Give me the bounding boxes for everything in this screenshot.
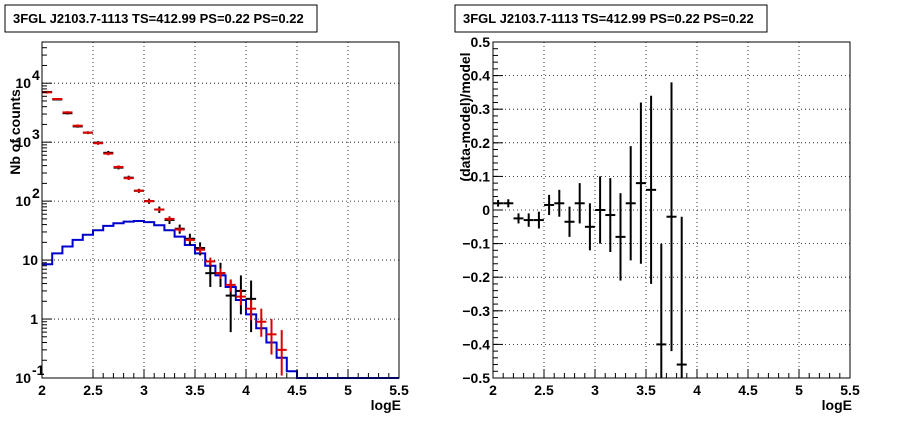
counts-y-tick-label: 10 [15,134,31,150]
counts-x-tick-label: 3 [140,382,148,398]
residual-title: 3FGL J2103.7-1113 TS=412.99 PS=0.22 PS=0… [463,11,754,26]
counts-grid [42,42,399,378]
counts-y-tick-label: 10 [15,193,31,209]
counts-x-title: logE [371,397,401,413]
residual-x-tick-label: 3 [591,382,599,398]
residual-x-title: logE [822,397,852,413]
counts-y-tick-exponent: 4 [32,67,40,83]
counts-y-tick-label: 10 [15,370,31,386]
counts-y-tick-label: 10 [15,75,31,91]
residual-y-tick-label: 0.5 [471,34,491,50]
residual-grid [493,42,850,378]
residual-y-tick-label: 0 [482,202,490,218]
counts-y-tick-exponent: -1 [32,362,45,378]
counts-y-tick-label: 1 [30,311,38,327]
counts-y-tick-exponent: 2 [32,185,40,201]
residual-x-tick-label: 5 [795,382,803,398]
residual-y-tick-label: 0.1 [471,168,491,184]
residual-title-box [454,4,768,33]
counts-x-tick-label: 2.5 [83,382,103,398]
residual-x-tick-label: 5.5 [840,382,860,398]
counts-x-tick-label: 5 [344,382,352,398]
counts-model-step-line [42,220,399,379]
counts-x-tick-label: 5.5 [389,382,409,398]
residual-series [493,82,687,378]
counts-x-tick-label: 3.5 [185,382,205,398]
residual-y-tick-label: 0.2 [471,135,491,151]
counts-y-tick-label: 10 [22,252,38,268]
residual-y-tick-label: −0.3 [462,303,490,319]
counts-x-tick-label: 4 [242,382,250,398]
counts-frame [41,41,400,379]
residual-y-tick-label: −0.4 [462,336,490,352]
residual-x-tick-label: 2 [489,382,497,398]
residual-x-tick-label: 4 [693,382,701,398]
residual-y-title: (data-model)/model [457,52,473,181]
residual-y-tick-label: 0.4 [471,68,491,84]
counts-title: 3FGL J2103.7-1113 TS=412.99 PS=0.22 PS=0… [13,11,304,26]
residual-y-tick-label: −0.1 [462,236,490,252]
counts-series [42,90,399,379]
counts-panel: 3FGL J2103.7-1113 TS=412.99 PS=0.22 PS=0… [4,4,409,413]
counts-y-title: Nb of counts [7,89,23,175]
residual-y-tick-label: −0.2 [462,269,490,285]
residual-y-tick-label: 0.3 [471,101,491,117]
residual-x-tick-label: 2.5 [534,382,554,398]
counts-x-tick-label: 4.5 [287,382,307,398]
residual-panel: 3FGL J2103.7-1113 TS=412.99 PS=0.22 PS=0… [454,4,860,413]
counts-title-box [4,4,318,33]
counts-y-tick-exponent: 3 [32,126,40,142]
residual-x-tick-label: 3.5 [636,382,656,398]
counts-x-tick-label: 2 [38,382,46,398]
residual-y-tick-label: −0.5 [462,370,490,386]
residual-x-tick-label: 4.5 [738,382,758,398]
residual-axis-ticks: 2 2.5 3 3.5 4 4.5 5 5.5 −0.5 −0.4 −0.3 −0.2 −0.1 0 0.1… [462,34,860,398]
